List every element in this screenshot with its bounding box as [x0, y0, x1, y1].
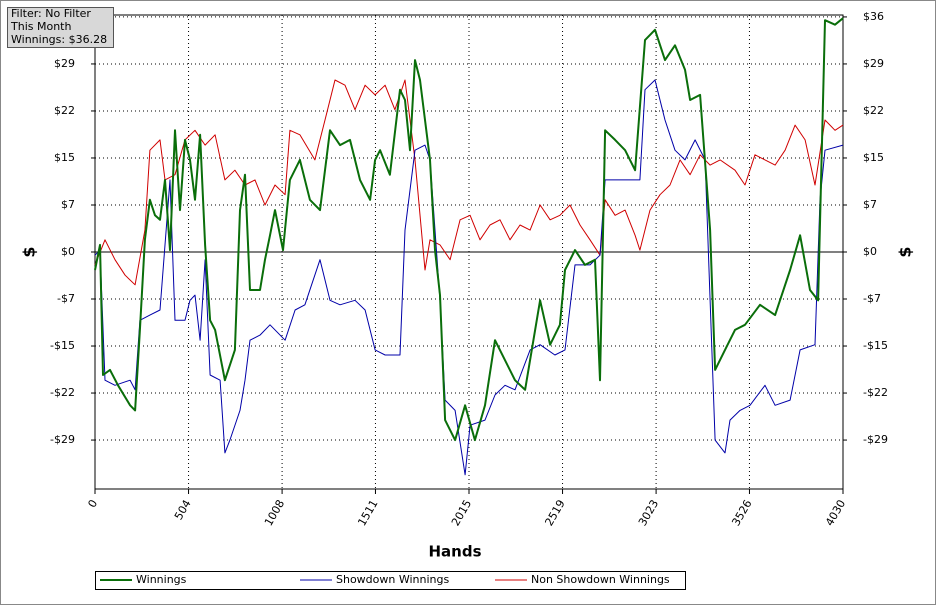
y-tick-label: $0 [61, 245, 75, 258]
y-tick-label: -$7 [57, 292, 75, 305]
y2-tick-label: $29 [863, 57, 884, 70]
info-background [7, 7, 114, 48]
y2-tick-label: $15 [863, 151, 884, 164]
y2-tick-label: $36 [863, 10, 884, 23]
y-tick-label: $22 [54, 104, 75, 117]
y-tick-label: -$15 [50, 339, 75, 352]
legend-label: Showdown Winnings [336, 573, 450, 586]
legend-label: Non Showdown Winnings [531, 573, 670, 586]
y-tick-label: -$29 [50, 433, 75, 446]
legend-label: Winnings [136, 573, 187, 586]
info-text: Winnings: $36.28 [11, 33, 107, 46]
y2-tick-label: $7 [863, 198, 877, 211]
y-tick-label: $15 [54, 151, 75, 164]
y2-tick-label: -$22 [863, 386, 888, 399]
info-text: Filter: No Filter [11, 7, 91, 20]
y2-tick-label: -$7 [863, 292, 881, 305]
x-axis-label: Hands [428, 543, 481, 561]
y-tick-label: $29 [54, 57, 75, 70]
legend-box [95, 571, 686, 590]
info-box: Filter: No Filter This Month Winnings: $… [7, 7, 114, 48]
y2-axis-label: $ [896, 246, 915, 257]
y2-tick-label: -$29 [863, 433, 888, 446]
y2-tick-label: $22 [863, 104, 884, 117]
y-tick-label: $7 [61, 198, 75, 211]
series-line [94, 79, 844, 286]
series-line [94, 17, 844, 442]
y-tick-label: -$22 [50, 386, 75, 399]
info-text: This Month [10, 20, 71, 33]
y2-tick-label: -$15 [863, 339, 888, 352]
y2-tick-label: $0 [863, 245, 877, 258]
y-axis-label: $ [20, 246, 39, 257]
